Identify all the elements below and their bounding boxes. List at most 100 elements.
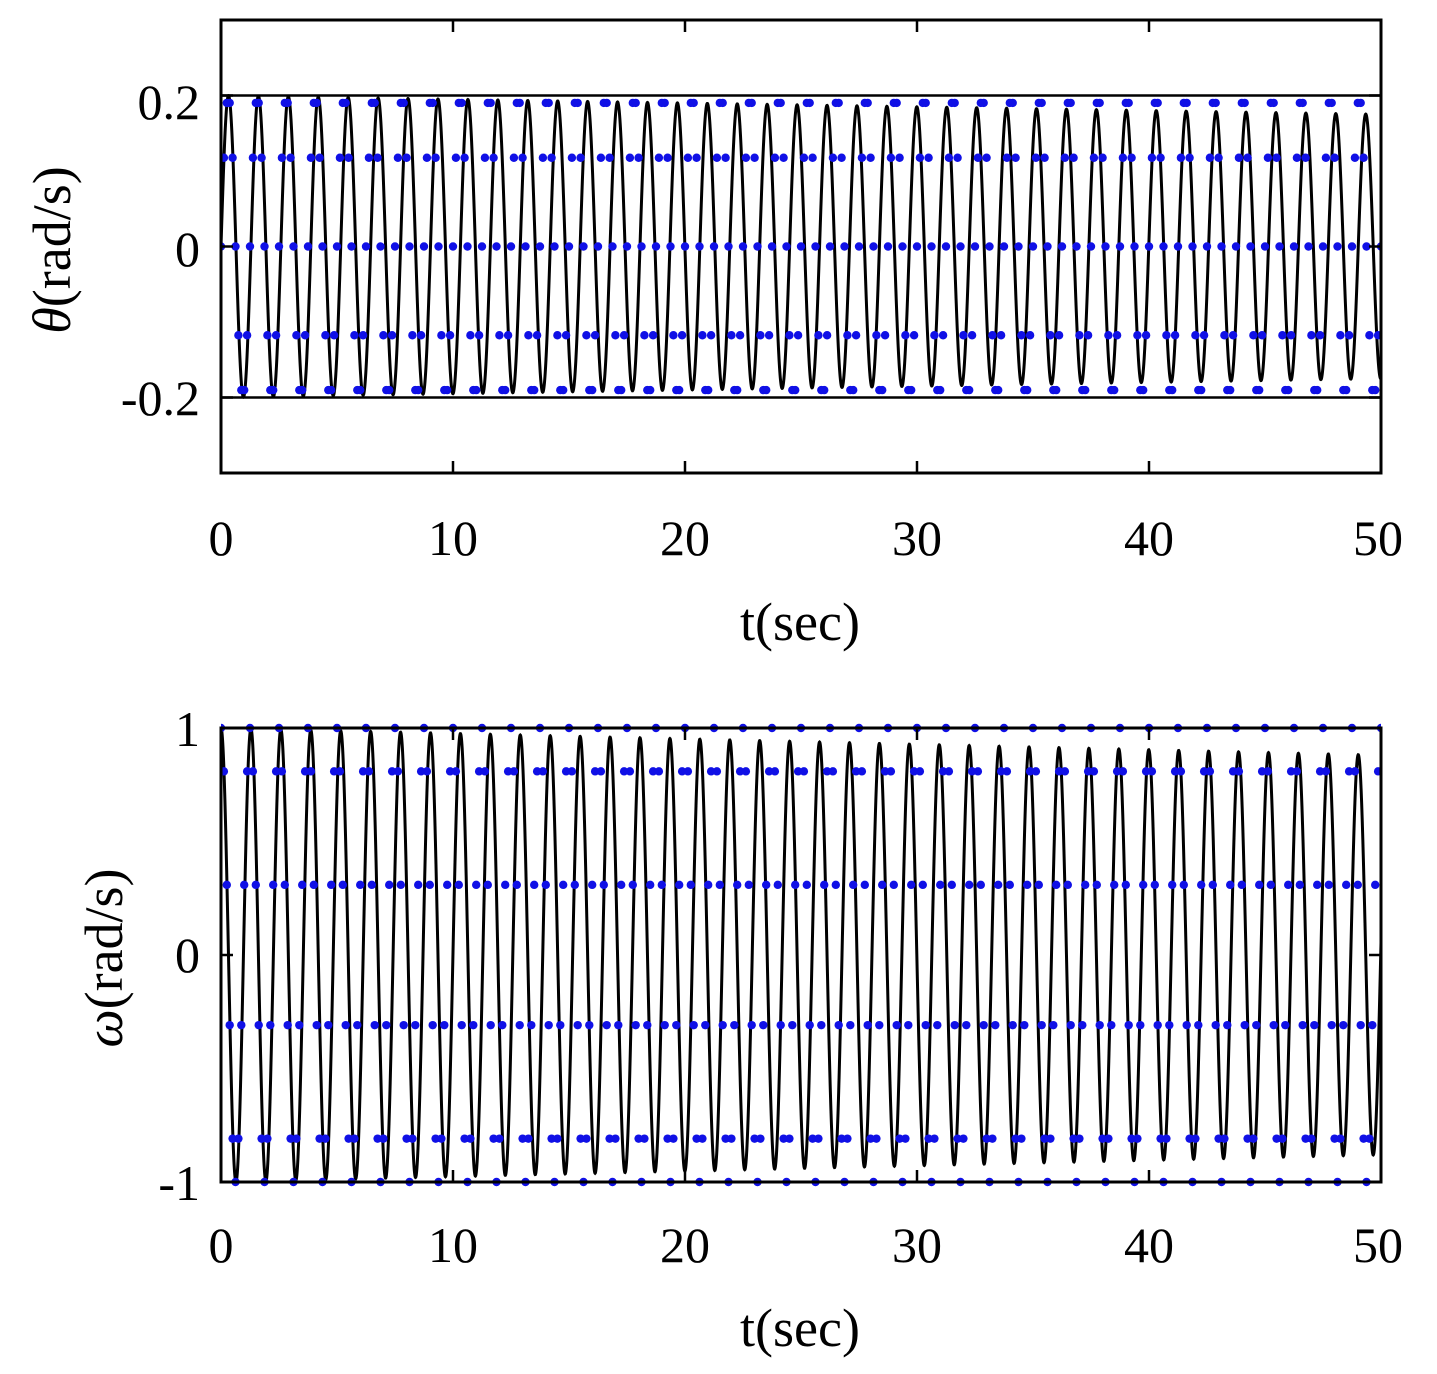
approx-solution-point <box>741 153 751 162</box>
approx-solution-point <box>814 1134 823 1143</box>
approx-solution-point <box>660 1020 669 1030</box>
approx-solution-point <box>599 880 608 890</box>
approx-solution-point <box>1315 331 1325 340</box>
approx-solution-point <box>846 1020 855 1030</box>
approx-solution-point <box>451 153 461 162</box>
approx-solution-point <box>828 153 838 162</box>
exact-solution-line <box>221 726 1381 1184</box>
approx-solution-point <box>364 767 374 776</box>
approx-solution-point <box>419 242 429 251</box>
approx-solution-point <box>422 767 432 776</box>
approx-solution-point <box>1307 331 1316 340</box>
approx-solution-point <box>799 153 809 162</box>
approx-solution-point <box>402 1134 411 1143</box>
approx-solution-point <box>924 153 933 162</box>
approx-solution-point <box>1075 1134 1084 1143</box>
approx-solution-point <box>750 1134 759 1143</box>
approx-solution-point <box>1257 331 1267 340</box>
approx-solution-point <box>399 98 408 108</box>
approx-solution-point <box>744 880 753 890</box>
approx-solution-point <box>1040 153 1049 162</box>
approx-solution-point <box>843 331 852 340</box>
approx-solution-point <box>324 1020 333 1030</box>
approx-solution-point <box>1095 1020 1104 1030</box>
approx-solution-point <box>1089 153 1099 162</box>
approx-solution-point <box>1286 331 1296 340</box>
approx-solution-point <box>376 242 385 251</box>
approx-solution-point <box>393 153 403 162</box>
approx-solution-point <box>440 1020 449 1030</box>
approx-solution-point <box>979 1020 988 1030</box>
approx-solution-point <box>588 385 597 395</box>
approx-solution-point <box>1330 153 1339 162</box>
approx-solution-point <box>640 331 649 340</box>
approx-solution-point <box>1162 331 1171 340</box>
approx-solution-point <box>646 880 655 890</box>
approx-solution-point <box>544 98 553 108</box>
approx-solution-point <box>385 880 394 890</box>
approx-solution-point <box>402 153 411 162</box>
approx-solution-point <box>860 880 869 890</box>
approx-solution-point <box>1234 153 1244 162</box>
approx-solution-point <box>277 767 287 776</box>
approx-solution-point <box>1373 331 1381 340</box>
approx-solution-point <box>1286 767 1296 776</box>
approx-solution-point <box>590 331 600 340</box>
omega-ytick-label: -1 <box>158 1155 200 1211</box>
approx-solution-point <box>933 1020 942 1030</box>
approx-solution-point <box>361 242 371 251</box>
approx-solution-point <box>759 1020 768 1030</box>
approx-solution-point <box>1028 242 1038 251</box>
approx-solution-point <box>1344 767 1354 776</box>
approx-solution-point <box>1104 1134 1113 1143</box>
approx-solution-point <box>329 767 339 776</box>
approx-solution-point <box>1371 385 1380 395</box>
approx-solution-point <box>776 98 785 108</box>
approx-solution-point <box>724 242 733 251</box>
approx-solution-point <box>390 242 400 251</box>
approx-solution-point <box>469 1020 478 1030</box>
omega-symbol: ω <box>74 1009 134 1047</box>
approx-solution-point <box>431 1134 440 1143</box>
approx-solution-point <box>892 98 901 108</box>
approx-solution-point <box>544 1020 553 1030</box>
approx-solution-point <box>573 1020 582 1030</box>
approx-solution-point <box>840 242 849 251</box>
approx-solution-point <box>1054 767 1064 776</box>
approx-solution-point <box>967 331 977 340</box>
approx-solution-point <box>1139 385 1148 395</box>
approx-solution-point <box>828 767 838 776</box>
approx-solution-point <box>269 385 278 395</box>
approx-solution-point <box>1008 98 1017 108</box>
approx-solution-point <box>941 242 951 251</box>
approx-solution-point <box>1350 767 1360 776</box>
approx-solution-point <box>895 1134 904 1143</box>
omega-xtick-label: 40 <box>1124 1217 1174 1273</box>
approx-solution-point <box>617 880 626 890</box>
approx-solution-point <box>1046 1134 1055 1143</box>
approx-solution-point <box>289 242 298 251</box>
approx-solution-point <box>820 880 829 890</box>
approx-solution-point <box>515 1020 524 1030</box>
approx-solution-point <box>1046 331 1055 340</box>
approx-solution-point <box>1133 1134 1142 1143</box>
approx-solution-point <box>805 1020 814 1030</box>
approx-solution-point <box>808 153 817 162</box>
approx-solution-point <box>605 1134 614 1143</box>
approx-solution-point <box>556 1020 565 1030</box>
approx-solution-point <box>1263 767 1273 776</box>
approx-solution-point <box>495 331 504 340</box>
approx-solution-point <box>1185 153 1194 162</box>
approx-solution-point <box>489 153 498 162</box>
approx-solution-point <box>379 1134 388 1143</box>
approx-solution-point <box>791 385 800 395</box>
approx-solution-point <box>1344 331 1354 340</box>
approx-solution-point <box>837 153 846 162</box>
approx-solution-point <box>1226 385 1235 395</box>
approx-solution-point <box>866 1134 875 1143</box>
approx-solution-point <box>1144 242 1154 251</box>
approx-solution-point <box>1182 1020 1191 1030</box>
approx-solution-point <box>907 385 916 395</box>
approx-solution-point <box>956 242 965 251</box>
